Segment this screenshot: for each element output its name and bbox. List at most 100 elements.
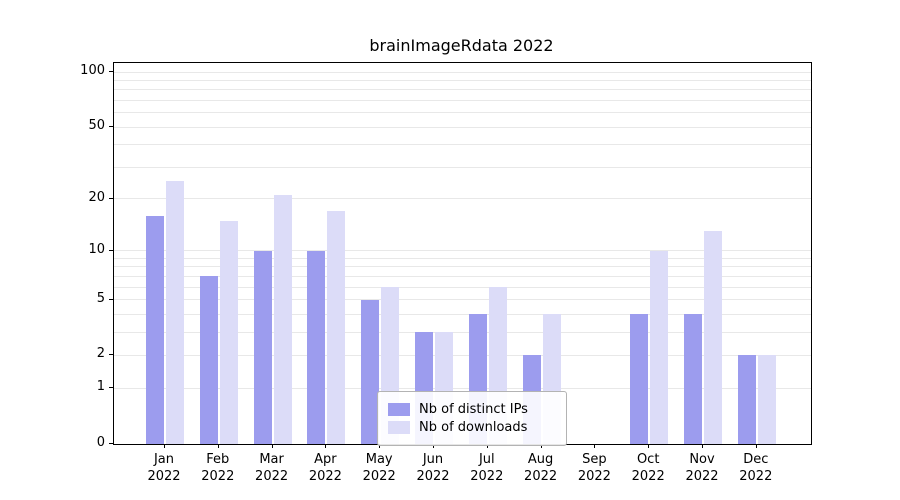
x-tick-month: Nov xyxy=(689,452,715,467)
legend-entry: Nb of downloads xyxy=(388,420,556,435)
y-tick-label: 0 xyxy=(96,435,105,450)
x-tick-year: 2022 xyxy=(147,469,181,484)
x-tick-month: Apr xyxy=(314,452,337,467)
y-tick-mark xyxy=(109,387,113,389)
x-tick-mark xyxy=(755,444,757,448)
x-tick-label: Feb 2022 xyxy=(188,451,248,485)
gridline xyxy=(114,112,811,114)
y-tick-label: 1 xyxy=(96,379,105,395)
x-tick-year: 2022 xyxy=(416,469,450,484)
gridline xyxy=(114,71,811,73)
bar-dec-downloads xyxy=(757,355,776,444)
x-tick-mark xyxy=(217,444,219,448)
gridline xyxy=(114,166,811,168)
x-tick-label: Apr 2022 xyxy=(295,451,355,485)
x-tick-mark xyxy=(325,444,327,448)
gridline xyxy=(114,387,811,389)
y-tick-label: 100 xyxy=(80,63,105,79)
gridline xyxy=(114,331,811,333)
bar-nov-ips xyxy=(684,314,702,444)
gridline xyxy=(114,266,811,268)
x-tick-label: Dec 2022 xyxy=(726,451,786,485)
x-tick-label: Mar 2022 xyxy=(242,451,302,485)
legend-entry: Nb of distinct IPs xyxy=(388,402,556,417)
x-tick-year: 2022 xyxy=(685,469,719,484)
gridline xyxy=(114,286,811,288)
y-tick-mark xyxy=(109,354,113,356)
x-tick-month: Mar xyxy=(259,452,284,467)
x-tick-month: Jul xyxy=(478,452,495,467)
gridline xyxy=(114,144,811,146)
y-tick-mark xyxy=(109,197,113,199)
x-tick-label: Jul 2022 xyxy=(457,451,517,485)
bar-apr-downloads xyxy=(327,211,346,444)
x-tick-year: 2022 xyxy=(362,469,396,484)
gridline xyxy=(114,99,811,101)
bar-feb-downloads xyxy=(219,220,238,444)
x-tick-label: May 2022 xyxy=(349,451,409,485)
bar-mar-ips xyxy=(253,250,272,444)
gridline xyxy=(114,198,811,200)
x-tick-year: 2022 xyxy=(308,469,342,484)
y-tick-mark xyxy=(109,443,113,444)
gridline xyxy=(114,250,811,252)
x-tick-label: Oct 2022 xyxy=(618,451,678,485)
y-tick-mark xyxy=(109,126,113,128)
legend-label: Nb of downloads xyxy=(419,420,528,435)
bar-apr-ips xyxy=(307,250,326,444)
x-tick-month: Dec xyxy=(743,452,769,467)
x-tick-mark xyxy=(379,444,381,448)
y-tick-mark xyxy=(109,298,113,300)
gridline xyxy=(114,275,811,277)
bar-jan-ips xyxy=(146,215,164,444)
x-tick-year: 2022 xyxy=(577,469,611,484)
x-tick-year: 2022 xyxy=(470,469,504,484)
x-tick-year: 2022 xyxy=(739,469,773,484)
y-tick-label: 5 xyxy=(96,290,105,306)
x-tick-mark xyxy=(486,444,488,448)
x-tick-month: Sep xyxy=(582,452,607,467)
x-tick-month: Jun xyxy=(422,452,444,467)
bar-jan-downloads xyxy=(166,181,184,444)
gridline xyxy=(114,299,811,301)
y-tick-label: 50 xyxy=(88,118,105,134)
bar-mar-downloads xyxy=(273,194,292,444)
y-tick-label: 10 xyxy=(88,241,105,257)
legend-swatch-downloads xyxy=(388,421,410,434)
x-tick-mark xyxy=(271,444,273,448)
gridline xyxy=(114,354,811,356)
x-tick-mark xyxy=(540,444,542,448)
gridline xyxy=(114,79,811,81)
gridline xyxy=(114,257,811,259)
bar-feb-ips xyxy=(199,276,218,444)
legend-label: Nb of distinct IPs xyxy=(419,402,528,417)
x-tick-label: Nov 2022 xyxy=(672,451,732,485)
x-tick-label: Jan 2022 xyxy=(134,451,194,485)
x-tick-year: 2022 xyxy=(524,469,558,484)
legend: Nb of distinct IPs Nb of downloads xyxy=(377,391,567,446)
y-tick-label: 20 xyxy=(88,189,105,205)
bar-oct-ips xyxy=(630,314,649,444)
bar-oct-downloads xyxy=(650,250,669,444)
y-tick-mark xyxy=(109,249,113,251)
x-tick-year: 2022 xyxy=(631,469,665,484)
x-tick-label: Aug 2022 xyxy=(511,451,571,485)
gridline xyxy=(114,126,811,128)
bar-dec-ips xyxy=(737,355,756,444)
x-tick-mark xyxy=(594,444,596,448)
x-tick-mark xyxy=(702,444,703,448)
x-tick-month: Feb xyxy=(206,452,230,467)
x-tick-mark xyxy=(164,444,165,448)
x-tick-month: Oct xyxy=(636,452,660,467)
x-tick-mark xyxy=(433,444,434,448)
legend-swatch-ips xyxy=(388,403,410,416)
x-tick-month: Aug xyxy=(527,452,554,467)
bar-may-ips xyxy=(361,299,380,444)
gridline xyxy=(114,313,811,315)
y-tick-mark xyxy=(109,71,113,73)
x-tick-mark xyxy=(648,444,650,448)
x-tick-label: Jun 2022 xyxy=(403,451,463,485)
x-tick-month: Jan xyxy=(153,452,175,467)
chart-title: brainImageRdata 2022 xyxy=(369,36,554,55)
